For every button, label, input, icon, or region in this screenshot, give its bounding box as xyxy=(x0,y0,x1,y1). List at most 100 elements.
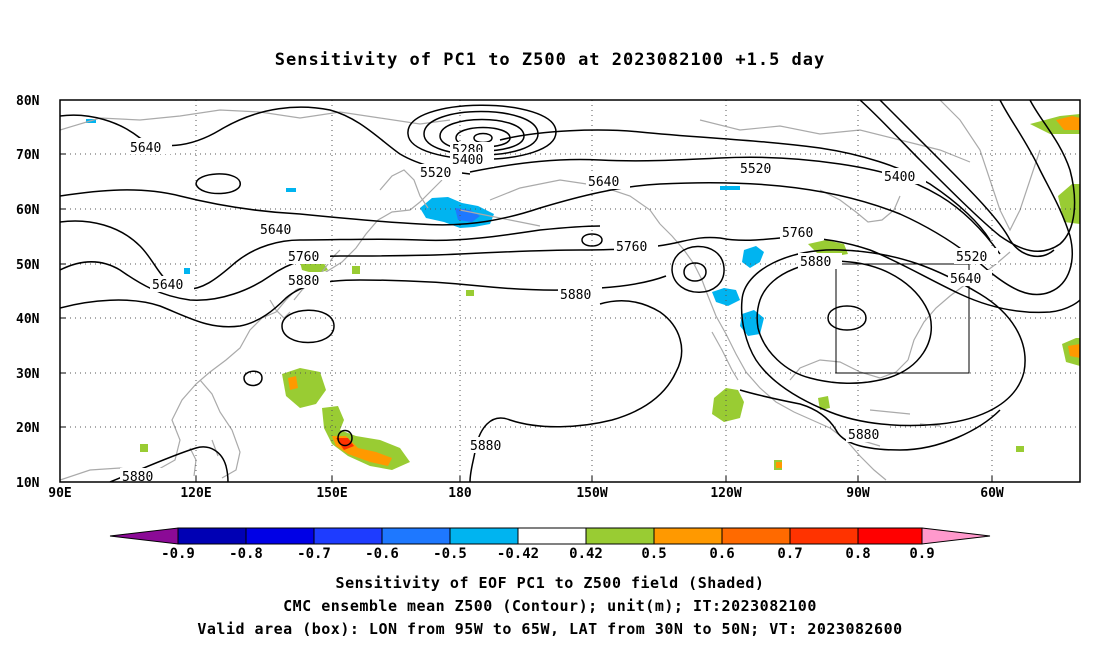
contour-5280-low xyxy=(473,132,493,144)
colorbar-label: -0.5 xyxy=(433,546,467,562)
colorbar-label: -0.9 xyxy=(161,546,195,562)
coastline-hudson xyxy=(819,189,901,223)
latitude-labels: 80N 70N 60N 50N 40N 30N 20N 10N xyxy=(16,94,40,491)
colorbar-swatch xyxy=(517,527,587,545)
map-frame xyxy=(59,99,1081,483)
lat-tick-label: 60N xyxy=(16,203,40,218)
colorbar-swatch xyxy=(381,527,451,545)
orange-shade-atlantic-se xyxy=(1068,344,1080,358)
lon-tick-label: 150E xyxy=(316,486,347,501)
lat-tick-label: 10N xyxy=(16,476,40,491)
coastline-aleutians xyxy=(459,209,541,227)
contour-5880-pacific-high xyxy=(469,299,683,482)
contour-label: 5520 xyxy=(956,250,987,265)
colorbar-label: 0.5 xyxy=(641,546,666,562)
contour-label: 5760 xyxy=(616,240,647,255)
colorbar-swatch xyxy=(449,527,519,545)
contour-5880-small-high xyxy=(243,370,263,387)
longitude-labels: 90E 120E 150E 180 150W 120W 90W 60W xyxy=(48,486,1004,501)
coastline-baja xyxy=(711,331,739,381)
contour-label: 5640 xyxy=(152,278,183,293)
colorbar-label: 0.42 xyxy=(569,546,603,562)
caption-line-2: CMC ensemble mean Z500 (Contour); unit(m… xyxy=(283,597,817,615)
contour-label: 5520 xyxy=(420,166,451,181)
colorbar-label: -0.7 xyxy=(297,546,331,562)
blue-shade-na-3 xyxy=(712,288,740,306)
colorbar-swatch xyxy=(721,527,791,545)
coastline-asia-east xyxy=(60,179,443,481)
lat-tick-label: 20N xyxy=(16,421,40,436)
contour-5640-west-loop xyxy=(195,173,241,195)
orange-shade-small xyxy=(776,462,782,468)
blue-shade-small-3 xyxy=(184,268,190,274)
contour-5640-closed-small xyxy=(581,233,603,247)
contour-label: 5880 xyxy=(800,255,831,270)
contour-label: 5400 xyxy=(884,170,915,185)
colorbar-label: 0.6 xyxy=(709,546,734,562)
contour-5520-east xyxy=(879,100,1055,258)
lat-tick-label: 30N xyxy=(16,367,40,382)
coastline-na-east xyxy=(907,251,1011,361)
contour-5400-north-atl xyxy=(859,100,1076,253)
green-shade-japan-2 xyxy=(352,266,360,274)
contour-5640-mid xyxy=(60,100,1073,296)
lon-tick-label: 90E xyxy=(48,486,71,501)
colorbar-label: -0.8 xyxy=(229,546,263,562)
blue-shade-na-4 xyxy=(740,310,764,336)
contour-5520-wave xyxy=(469,156,1001,255)
coastline-canada-arctic xyxy=(699,119,971,163)
contour-label: 5760 xyxy=(288,250,319,265)
colorbar-swatch xyxy=(313,527,383,545)
contour-5640-north xyxy=(60,106,471,175)
lon-tick-label: 150W xyxy=(576,486,607,501)
contour-5640-west xyxy=(60,220,601,290)
blue-shade-small-1 xyxy=(286,188,296,192)
contour-label: 5880 xyxy=(288,274,319,289)
lon-tick-label: 120W xyxy=(710,486,741,501)
valid-area-box xyxy=(835,263,970,374)
green-shade-small-5 xyxy=(140,444,148,452)
contour-label: 5880 xyxy=(848,428,879,443)
colorbar-label: 0.8 xyxy=(845,546,870,562)
lat-tick-label: 40N xyxy=(16,312,40,327)
contour-label: 5640 xyxy=(130,141,161,156)
contour-label-group: 5640 5280 5400 5520 5640 5520 5400 5640 … xyxy=(120,138,998,485)
green-shade-pacific-south xyxy=(322,406,410,470)
tick-marks xyxy=(60,99,993,483)
grid-lines xyxy=(60,100,1080,482)
coastline-korea xyxy=(269,299,291,319)
contour-5880-pacific-south xyxy=(337,429,353,447)
colorbar-label: 0.7 xyxy=(777,546,802,562)
orange-shade-atlantic-ne xyxy=(1056,116,1080,130)
colorbar-swatch xyxy=(177,527,247,545)
contour-label: 5880 xyxy=(470,439,501,454)
colorbar: -0.9 -0.8 -0.7 -0.6 -0.5 -0.42 0.42 0.5 … xyxy=(109,527,991,562)
green-shade-na-north xyxy=(808,240,848,256)
contour-5760-main xyxy=(60,236,1080,314)
blue-shade-na-1 xyxy=(720,186,740,190)
contour-5760-low-na-inner xyxy=(683,262,707,282)
contour-label: 5640 xyxy=(588,175,619,190)
coastline-greenland xyxy=(939,100,1041,232)
lat-tick-label: 70N xyxy=(16,148,40,163)
green-shade-small-7 xyxy=(1016,446,1024,452)
colorbar-swatch xyxy=(857,527,923,545)
colorbar-swatch xyxy=(789,527,859,545)
contour-5880-atl-high xyxy=(739,389,1001,451)
colorbar-label: -0.42 xyxy=(497,546,539,562)
contour-5880-sw xyxy=(109,446,229,482)
contour-5400-wave xyxy=(499,129,991,241)
colorbar-label: -0.6 xyxy=(365,546,399,562)
coastline-siberia xyxy=(60,109,451,131)
lon-tick-label: 90W xyxy=(846,486,870,501)
caption-line-1: Sensitivity of EOF PC1 to Z500 field (Sh… xyxy=(335,574,765,592)
contour-label: 5640 xyxy=(260,223,291,238)
blue-shade-na-2 xyxy=(742,246,764,268)
colorbar-swatch xyxy=(653,527,723,545)
lat-tick-label: 50N xyxy=(16,258,40,273)
lat-tick-label: 80N xyxy=(16,94,40,109)
coastline-na-west xyxy=(659,223,831,429)
lon-tick-label: 180 xyxy=(448,486,472,501)
contour-label: 5760 xyxy=(782,226,813,241)
